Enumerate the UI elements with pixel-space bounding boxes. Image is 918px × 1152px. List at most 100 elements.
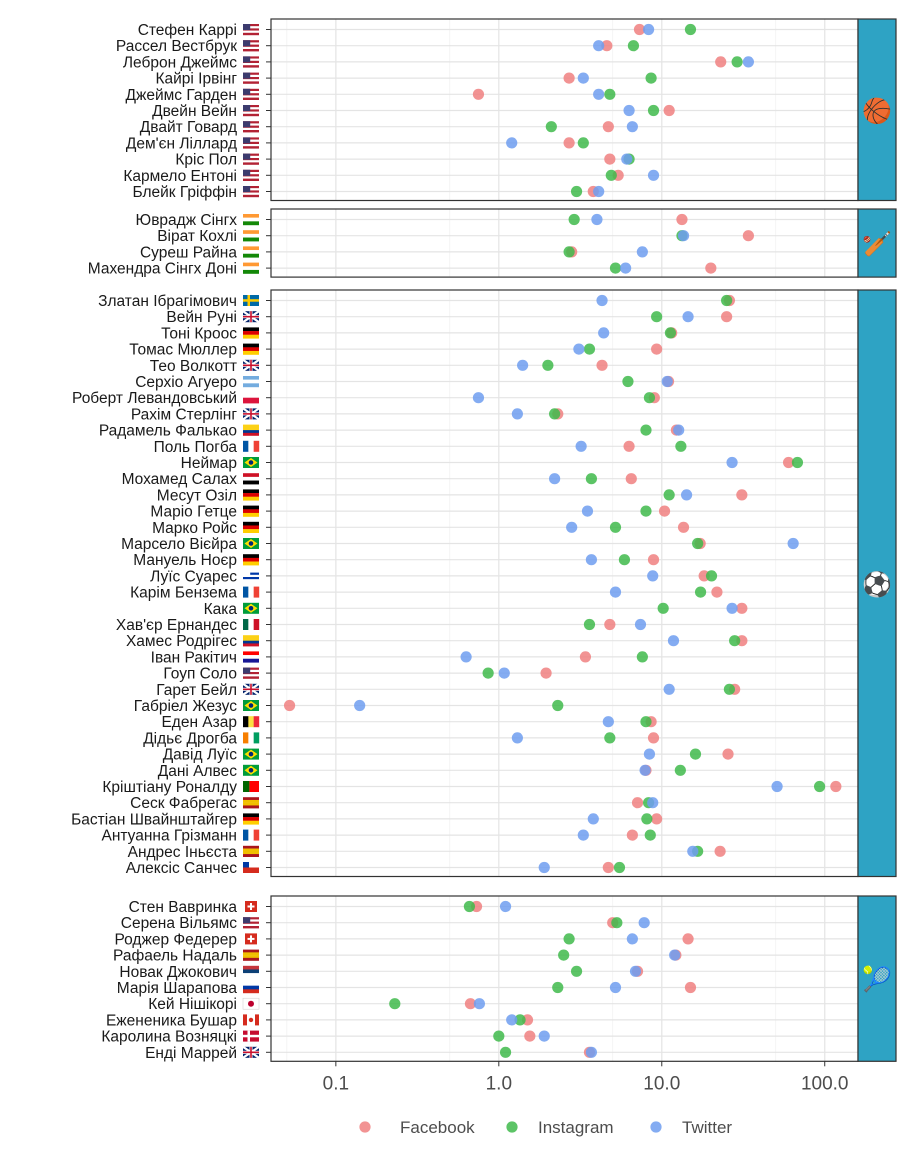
twitter-point bbox=[577, 72, 589, 84]
us-flag bbox=[243, 153, 259, 165]
athlete-row: Луїс Суарес bbox=[150, 568, 858, 585]
twitter-point bbox=[638, 917, 650, 929]
instagram-point bbox=[609, 262, 622, 274]
flag-part bbox=[243, 427, 259, 431]
flag-part bbox=[243, 476, 259, 481]
flag-part bbox=[243, 93, 259, 96]
flag-part bbox=[243, 153, 251, 160]
instagram-point bbox=[814, 780, 826, 793]
athlete-row: Джеймс Гарден bbox=[126, 87, 858, 104]
x-tick-label: 0.1 bbox=[323, 1073, 349, 1094]
flag-part bbox=[243, 364, 259, 367]
instagram-point bbox=[552, 699, 564, 712]
flag-part bbox=[243, 505, 259, 510]
twitter-point bbox=[538, 1030, 550, 1042]
uk-flag bbox=[242, 407, 260, 421]
athlete-row: Вірат Кохлі bbox=[157, 228, 858, 245]
instagram-point bbox=[731, 56, 743, 68]
flag-part bbox=[248, 1000, 254, 1007]
flag-part bbox=[243, 77, 259, 80]
us-flag bbox=[243, 121, 259, 133]
twitter-point bbox=[577, 829, 589, 841]
us-flag bbox=[243, 56, 259, 68]
flag-part bbox=[243, 125, 259, 128]
twitter-point bbox=[506, 1014, 518, 1026]
athlete-name-label: Блейк Гріффін bbox=[132, 184, 237, 201]
legend-key-twitter bbox=[650, 1121, 662, 1133]
flag-part bbox=[243, 917, 251, 924]
flag-part bbox=[243, 640, 259, 644]
flag-part bbox=[248, 586, 254, 598]
flag-part bbox=[243, 26, 259, 29]
instagram-point bbox=[641, 813, 653, 825]
flag-part bbox=[243, 917, 259, 920]
germany-flag bbox=[243, 489, 259, 501]
athlete-name-label: Іван Ракітич bbox=[151, 649, 237, 666]
athlete-name-label: Джеймс Гарден bbox=[126, 87, 238, 104]
instagram-point bbox=[663, 489, 675, 501]
athlete-name-label: Махендра Сінгх Доні bbox=[88, 261, 237, 278]
flag-part bbox=[243, 851, 259, 855]
instagram-point bbox=[684, 23, 697, 36]
athlete-name-label: Двайт Говард bbox=[140, 119, 237, 136]
flag-part bbox=[243, 655, 259, 659]
athlete-name-label: Хамес Родрігес bbox=[126, 633, 237, 650]
flag-part bbox=[243, 113, 259, 117]
athlete-row: Радамель Фалькао bbox=[99, 423, 858, 440]
instagram-point bbox=[647, 104, 660, 117]
instagram-point bbox=[645, 72, 657, 84]
instagram-point bbox=[675, 440, 687, 452]
athlete-row: Кармело Ентоні bbox=[123, 168, 858, 185]
instagram-point bbox=[609, 521, 622, 533]
athlete-name-label: Тоні Кроос bbox=[161, 325, 237, 342]
twitter-point bbox=[669, 949, 681, 961]
athlete-row: Алексіс Санчес bbox=[126, 860, 858, 877]
flag-part bbox=[243, 667, 251, 674]
facebook-point bbox=[602, 861, 614, 874]
flag-part bbox=[243, 65, 259, 68]
flag-part bbox=[243, 969, 259, 974]
facebook-point bbox=[722, 748, 734, 760]
twitter-point bbox=[680, 489, 693, 501]
twitter-point bbox=[626, 933, 638, 945]
athlete-name-label: Кака bbox=[204, 601, 238, 618]
facebook-point bbox=[647, 732, 660, 744]
athlete-name-label: Мохамед Салах bbox=[122, 471, 238, 488]
twitter-point bbox=[647, 797, 659, 809]
twitter-point bbox=[498, 667, 510, 679]
athlete-name-label: Кей Нішікорі bbox=[148, 996, 237, 1013]
athlete-name-label: Вірат Кохлі bbox=[157, 228, 237, 245]
athlete-row: Іван Ракітич bbox=[151, 649, 858, 666]
flag-part bbox=[243, 651, 259, 656]
athlete-row: Кріс Пол bbox=[175, 152, 858, 169]
twitter-point bbox=[587, 813, 599, 825]
germany-flag bbox=[243, 327, 259, 339]
facebook-point bbox=[651, 813, 663, 825]
twitter-point bbox=[511, 408, 523, 420]
athlete-row: Серхіо Агуеро bbox=[135, 374, 858, 391]
athlete-name-label: Антуанна Грізманн bbox=[101, 828, 237, 845]
flag-part bbox=[243, 674, 259, 677]
flag-part bbox=[243, 331, 259, 335]
x-axis: 0.1 1.0 10.0 100.0 bbox=[323, 1061, 849, 1094]
facebook-point bbox=[684, 981, 697, 994]
athlete-row: Махендра Сінгх Доні bbox=[88, 261, 858, 278]
flag-part bbox=[243, 376, 259, 380]
flag-part bbox=[243, 214, 259, 218]
france-flag bbox=[243, 829, 260, 841]
twitter-point bbox=[634, 618, 647, 631]
flag-part bbox=[243, 509, 259, 514]
flag-part bbox=[243, 845, 259, 849]
athlete-name-label: Бастіан Швайнштайгер bbox=[71, 811, 237, 828]
sweden-flag bbox=[243, 295, 259, 306]
india-flag bbox=[243, 230, 259, 242]
twitter-point bbox=[538, 861, 550, 874]
x-tick-label: 10.0 bbox=[643, 1073, 680, 1094]
instagram-point bbox=[627, 40, 640, 52]
instagram-point bbox=[563, 933, 575, 945]
us-flag bbox=[243, 24, 259, 36]
flag-part bbox=[243, 493, 259, 497]
twitter-point bbox=[643, 748, 656, 760]
flag-part bbox=[243, 194, 259, 198]
